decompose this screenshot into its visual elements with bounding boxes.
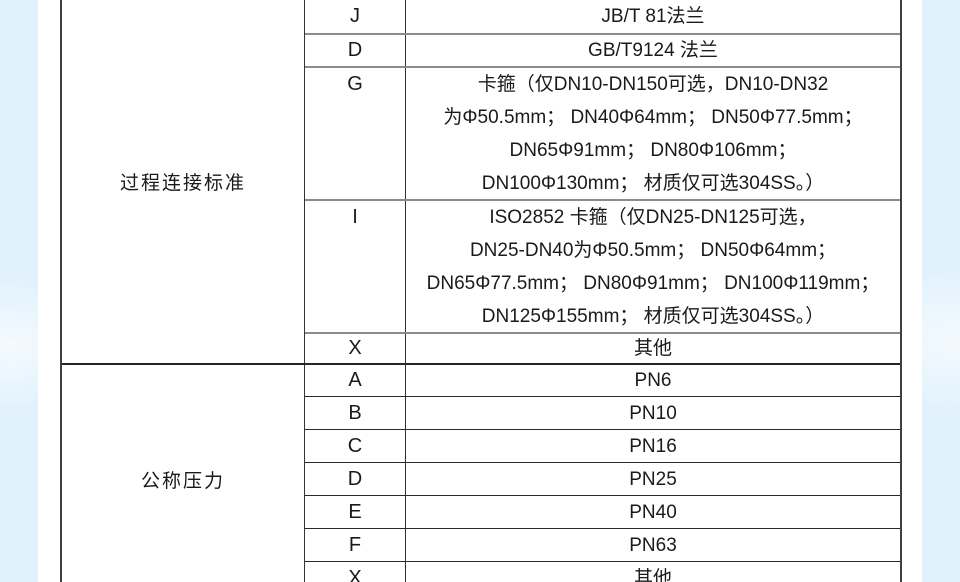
table-row: X 其他 [305,561,900,582]
description-line: 其他 [633,338,672,359]
description-line: 卡箍（仅DN10-DN150可选，DN10-DN32 [477,73,829,95]
code-cell: E [305,496,406,528]
table-row: E PN40 [305,495,900,528]
description-cell: 其他 [406,562,900,582]
code-cell: D [305,463,406,495]
description-line: DN65Φ91mm； DN80Φ106mm； [509,139,797,161]
description-cell: PN6 [406,365,900,396]
table-row: C PN16 [305,429,900,462]
description-line: ISO2852 卡箍（仅DN25-DN125可选， [489,206,817,228]
table-row: A PN6 [305,365,900,396]
description-cell: 其他 [406,334,900,363]
description-line: 为Φ50.5mm； DN40Φ64mm； DN50Φ77.5mm； [443,106,863,128]
description-line: DN65Φ77.5mm； DN80Φ91mm； DN100Φ119mm； [426,272,880,294]
code-cell: J [305,0,406,33]
description-cell: PN16 [406,430,900,462]
table-row: X 其他 [305,332,900,363]
description-line: PN40 [629,501,677,523]
table-row: D PN25 [305,462,900,495]
right-decor-stripe [922,0,960,582]
section-rows: J JB/T 81法兰 D GB/T9124 法兰 G [305,0,900,363]
table-row: D GB/T9124 法兰 [305,33,900,66]
code-cell: I [305,201,406,332]
description-line: PN16 [629,435,677,457]
code-cell: B [305,397,406,429]
spec-table: 过程连接标准 J JB/T 81法兰 D GB/T9124 法兰 G [60,0,902,582]
description-cell: 卡箍（仅DN10-DN150可选，DN10-DN32 为Φ50.5mm； DN4… [406,68,900,199]
table-row: F PN63 [305,528,900,561]
code-cell: X [305,562,406,582]
description-cell: JB/T 81法兰 [406,0,900,33]
code-text: I [352,206,358,228]
section-process-connection: 过程连接标准 J JB/T 81法兰 D GB/T9124 法兰 G [62,0,900,365]
section-label: 过程连接标准 [62,0,305,363]
table-row: B PN10 [305,396,900,429]
section-label: 公称压力 [62,365,305,582]
code-cell: A [305,365,406,396]
description-cell: GB/T9124 法兰 [406,35,900,66]
description-line: 其他 [633,567,672,582]
table-row: G 卡箍（仅DN10-DN150可选，DN10-DN32 为Φ50.5mm； D… [305,66,900,199]
description-line: GB/T9124 法兰 [588,40,718,61]
description-cell: PN40 [406,496,900,528]
code-cell: X [305,334,406,363]
code-cell: F [305,529,406,561]
description-line: PN6 [634,370,672,391]
table-row: I ISO2852 卡箍（仅DN25-DN125可选， DN25-DN40为Φ5… [305,199,900,332]
description-line: DN100Φ130mm； 材质仅可选304SS。） [481,172,825,194]
left-decor-stripe [0,0,38,582]
description-line: DN25-DN40为Φ50.5mm； DN50Φ64mm； [469,239,837,261]
description-line: PN25 [629,468,677,490]
description-line: PN10 [629,402,677,424]
description-cell: PN25 [406,463,900,495]
section-nominal-pressure: 公称压力 A PN6 B PN10 C PN16 [62,365,900,582]
description-cell: ISO2852 卡箍（仅DN25-DN125可选， DN25-DN40为Φ50.… [406,201,900,332]
code-cell: D [305,35,406,66]
section-rows: A PN6 B PN10 C PN16 [305,365,900,582]
code-text: G [347,73,363,95]
code-cell: C [305,430,406,462]
description-line: DN125Φ155mm； 材质仅可选304SS。） [481,305,825,327]
description-cell: PN63 [406,529,900,561]
table-row: J JB/T 81法兰 [305,0,900,33]
description-line: JB/T 81法兰 [601,6,705,27]
description-cell: PN10 [406,397,900,429]
description-line: PN63 [629,534,677,556]
code-cell: G [305,68,406,199]
